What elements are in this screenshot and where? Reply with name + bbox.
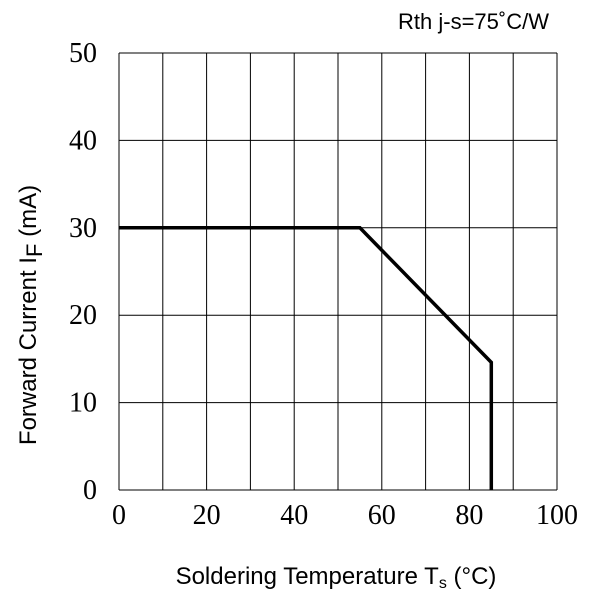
grid xyxy=(118,52,558,491)
y-axis-label-unit: (mA) xyxy=(15,185,42,244)
y-tick-label: 10 xyxy=(69,388,97,419)
x-tick-label: 0 xyxy=(112,500,126,531)
x-axis-label: Soldering Temperature Ts (°C) xyxy=(176,563,497,591)
x-tick-label: 100 xyxy=(536,500,578,531)
tick-labels: 0 20 40 60 80 100 0 10 20 30 40 50 xyxy=(69,38,578,531)
series xyxy=(119,226,494,490)
x-axis-label-sub: s xyxy=(439,575,447,591)
x-tick-label: 40 xyxy=(280,500,308,531)
y-axis-label-sub: F xyxy=(22,244,47,257)
annotation: Rth j-s=75˚C/W xyxy=(398,9,549,34)
x-tick-label: 80 xyxy=(455,500,483,531)
y-tick-label: 20 xyxy=(69,300,97,331)
x-axis-label-unit: (°C) xyxy=(447,563,497,590)
series-line xyxy=(119,226,494,490)
x-axis-label-main: Soldering Temperature T xyxy=(176,563,440,590)
y-axis-label-main: Forward Current I xyxy=(15,257,42,445)
y-axis-label: Forward Current IF (mA) xyxy=(15,185,47,445)
x-tick-label: 60 xyxy=(368,500,396,531)
y-tick-label: 30 xyxy=(69,213,97,244)
y-tick-label: 0 xyxy=(83,475,97,506)
y-tick-label: 40 xyxy=(69,125,97,156)
y-tick-label: 50 xyxy=(69,38,97,69)
x-tick-label: 20 xyxy=(193,500,221,531)
